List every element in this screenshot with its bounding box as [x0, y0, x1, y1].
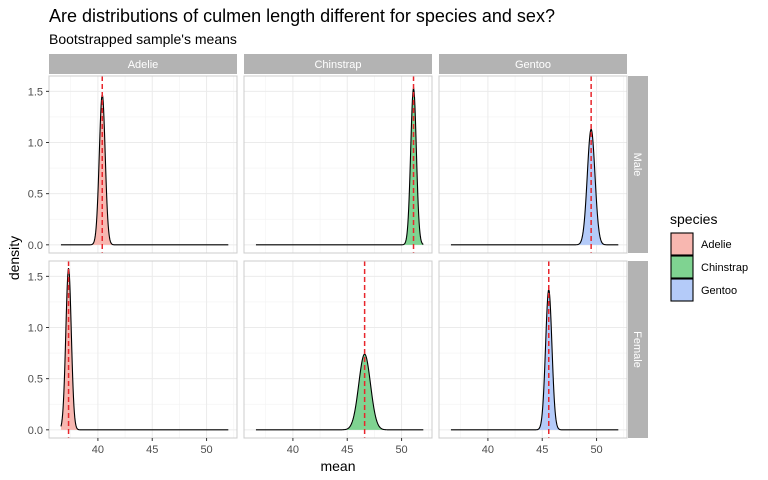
y-tick-label: 0.0 — [28, 240, 43, 252]
y-axis-label: density — [6, 236, 22, 280]
panel-border — [243, 75, 433, 254]
panel-background — [49, 76, 237, 253]
legend-key-chinstrap — [670, 255, 694, 279]
legend-label: Gentoo — [701, 285, 737, 297]
density-curve — [255, 87, 424, 246]
panel-background — [49, 261, 237, 438]
density-curve — [450, 288, 619, 431]
panel-background — [244, 76, 432, 253]
facet-panel-chinstrap-male — [243, 75, 433, 254]
facet-strip-chinstrap — [244, 54, 432, 74]
density-curve — [60, 93, 229, 246]
x-tick-label: 50 — [395, 444, 407, 456]
facet-strip-gentoo — [439, 54, 627, 74]
panel-background — [244, 261, 432, 438]
y-tick-label: 1.5 — [28, 271, 43, 283]
legend-title: species — [670, 211, 717, 227]
density-area-adelie — [60, 268, 79, 430]
y-tick-label: 1.0 — [28, 138, 43, 150]
legend-label: Adelie — [701, 239, 732, 251]
facet-strip-adelie — [49, 54, 237, 74]
density-curve — [450, 128, 619, 246]
facet-strip-male — [628, 76, 648, 253]
panel-border — [243, 260, 433, 439]
x-tick-label: 45 — [536, 444, 548, 456]
facet-panel-gentoo-male — [438, 75, 628, 254]
facet-panel-chinstrap-female: 40 45 50 — [243, 260, 433, 456]
density-curve — [60, 268, 229, 431]
facet-panels: Adelie Chinstrap Gentoo Male Female 0.0 0.5 1.0… — [28, 54, 648, 456]
x-tick-label: 40 — [92, 444, 104, 456]
chart-title: Are distributions of culmen length diffe… — [49, 6, 555, 26]
x-tick-label: 45 — [146, 444, 158, 456]
legend-key-adelie — [670, 232, 694, 256]
legend: species Adelie Chinstrap Gentoo — [670, 211, 748, 302]
facet-strip-label: Male — [631, 153, 643, 177]
x-tick-label: 50 — [590, 444, 602, 456]
panel-background — [439, 261, 627, 438]
chart-subtitle: Bootstrapped sample's means — [49, 31, 237, 47]
density-area-gentoo — [577, 129, 605, 245]
x-tick-label: 50 — [200, 444, 212, 456]
facet-strip-label: Adelie — [128, 59, 159, 71]
facet-strip-label: Gentoo — [515, 59, 551, 71]
y-tick-label: 1.5 — [28, 86, 43, 98]
x-axis-label: mean — [320, 458, 355, 474]
facet-strip-label: Chinstrap — [314, 59, 361, 71]
y-tick-label: 0.0 — [28, 425, 43, 437]
facet-panel-adelie-male: 0.0 0.5 1.0 1.5 — [28, 75, 238, 254]
panel-border — [438, 75, 628, 254]
y-tick-label: 0.5 — [28, 189, 43, 201]
panel-border — [438, 260, 628, 439]
facet-strip-female — [628, 261, 648, 438]
y-tick-label: 0.5 — [28, 374, 43, 386]
facet-panel-gentoo-female: 40 45 50 — [438, 260, 628, 456]
x-tick-label: 45 — [341, 444, 353, 456]
x-tick-label: 40 — [482, 444, 494, 456]
facet-panel-adelie-female: 0.0 0.5 1.0 1.5 40 45 50 — [28, 260, 238, 456]
legend-key-gentoo — [670, 278, 694, 302]
density-curve — [255, 353, 424, 431]
panel-border — [48, 75, 238, 254]
x-tick-label: 40 — [287, 444, 299, 456]
facet-strip-label: Female — [631, 331, 643, 368]
y-tick-label: 1.0 — [28, 323, 43, 335]
legend-label: Chinstrap — [701, 262, 748, 274]
panel-border — [48, 260, 238, 439]
